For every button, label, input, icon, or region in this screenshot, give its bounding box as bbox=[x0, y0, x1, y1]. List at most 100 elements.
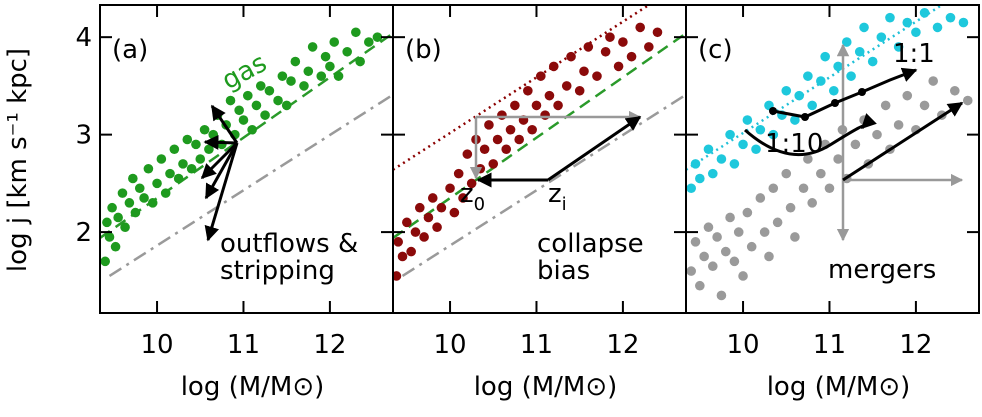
point bbox=[453, 168, 464, 179]
point bbox=[497, 110, 507, 120]
annotation: collapse bbox=[537, 229, 644, 259]
point bbox=[729, 159, 740, 169]
panel bbox=[686, 5, 973, 301]
point bbox=[893, 120, 904, 130]
point bbox=[755, 193, 766, 203]
z-text: z bbox=[460, 179, 474, 209]
point bbox=[449, 207, 460, 218]
point bbox=[962, 95, 973, 106]
point bbox=[902, 17, 913, 28]
point bbox=[911, 27, 921, 38]
point bbox=[928, 76, 938, 86]
point bbox=[772, 217, 783, 228]
point bbox=[204, 144, 214, 155]
point bbox=[820, 51, 830, 62]
annotation: 1:10 bbox=[765, 129, 823, 159]
point bbox=[833, 154, 843, 164]
z-text: z bbox=[548, 179, 562, 209]
point bbox=[574, 85, 585, 96]
point bbox=[110, 241, 121, 252]
point bbox=[342, 46, 352, 57]
point bbox=[854, 46, 865, 57]
point bbox=[828, 85, 839, 96]
point bbox=[479, 144, 490, 155]
point bbox=[566, 51, 576, 62]
merger-guides bbox=[836, 43, 964, 242]
panel bbox=[100, 27, 393, 278]
point bbox=[876, 32, 887, 42]
frame bbox=[685, 4, 980, 314]
point bbox=[644, 42, 654, 52]
point bbox=[484, 120, 494, 130]
point bbox=[124, 198, 135, 208]
point bbox=[303, 66, 314, 77]
point bbox=[729, 256, 740, 267]
point bbox=[699, 251, 709, 262]
point bbox=[742, 207, 753, 218]
z-sub: 0 bbox=[474, 194, 485, 215]
point bbox=[113, 212, 123, 223]
point bbox=[716, 154, 727, 164]
collapse-guides bbox=[469, 110, 642, 180]
point bbox=[850, 139, 861, 150]
point bbox=[626, 51, 637, 62]
point bbox=[712, 232, 722, 242]
point bbox=[816, 168, 826, 179]
point bbox=[199, 124, 210, 135]
point bbox=[225, 95, 236, 106]
point bbox=[165, 168, 175, 179]
point bbox=[690, 237, 701, 247]
point bbox=[307, 42, 318, 52]
point bbox=[561, 81, 572, 91]
point bbox=[139, 193, 149, 203]
y-tick-label: 4 bbox=[75, 23, 92, 53]
point bbox=[807, 100, 817, 111]
x-tick-label: 11 bbox=[813, 330, 846, 360]
point bbox=[759, 227, 770, 237]
x-tick-label: 10 bbox=[726, 330, 759, 360]
point bbox=[716, 290, 727, 301]
reference-line bbox=[393, 5, 650, 171]
point bbox=[527, 124, 537, 135]
point bbox=[695, 173, 705, 184]
point bbox=[725, 129, 735, 140]
point bbox=[579, 66, 589, 77]
annotation: mergers bbox=[828, 255, 936, 285]
x-tick-label: 12 bbox=[606, 330, 639, 360]
point bbox=[919, 7, 930, 18]
point bbox=[191, 139, 201, 150]
plots: 10 11 12 2 3 4 log (M/M⊙) 10 11 12 log (M/M⊙) 10 11 1… bbox=[75, 4, 980, 402]
point bbox=[816, 76, 826, 86]
point bbox=[406, 246, 416, 257]
point bbox=[824, 183, 835, 194]
point bbox=[880, 100, 891, 111]
reference-line bbox=[686, 5, 943, 171]
point bbox=[514, 134, 524, 145]
point bbox=[510, 100, 520, 111]
point bbox=[143, 163, 154, 174]
point bbox=[393, 271, 402, 281]
annotation: outflows & bbox=[220, 229, 358, 259]
point bbox=[859, 22, 869, 33]
point bbox=[173, 173, 184, 184]
point bbox=[329, 37, 340, 47]
point bbox=[707, 261, 718, 272]
point bbox=[807, 198, 817, 208]
point bbox=[613, 61, 624, 72]
point bbox=[846, 71, 856, 81]
point bbox=[618, 37, 628, 47]
point bbox=[432, 222, 442, 233]
point bbox=[781, 85, 792, 96]
point bbox=[134, 183, 145, 194]
outflow-arrows bbox=[200, 104, 239, 242]
point bbox=[790, 232, 800, 242]
point bbox=[742, 115, 753, 125]
point bbox=[725, 212, 735, 223]
point bbox=[958, 17, 969, 28]
point bbox=[902, 90, 913, 101]
point bbox=[893, 42, 904, 52]
point bbox=[548, 61, 559, 72]
point bbox=[247, 124, 257, 135]
point bbox=[703, 222, 714, 233]
